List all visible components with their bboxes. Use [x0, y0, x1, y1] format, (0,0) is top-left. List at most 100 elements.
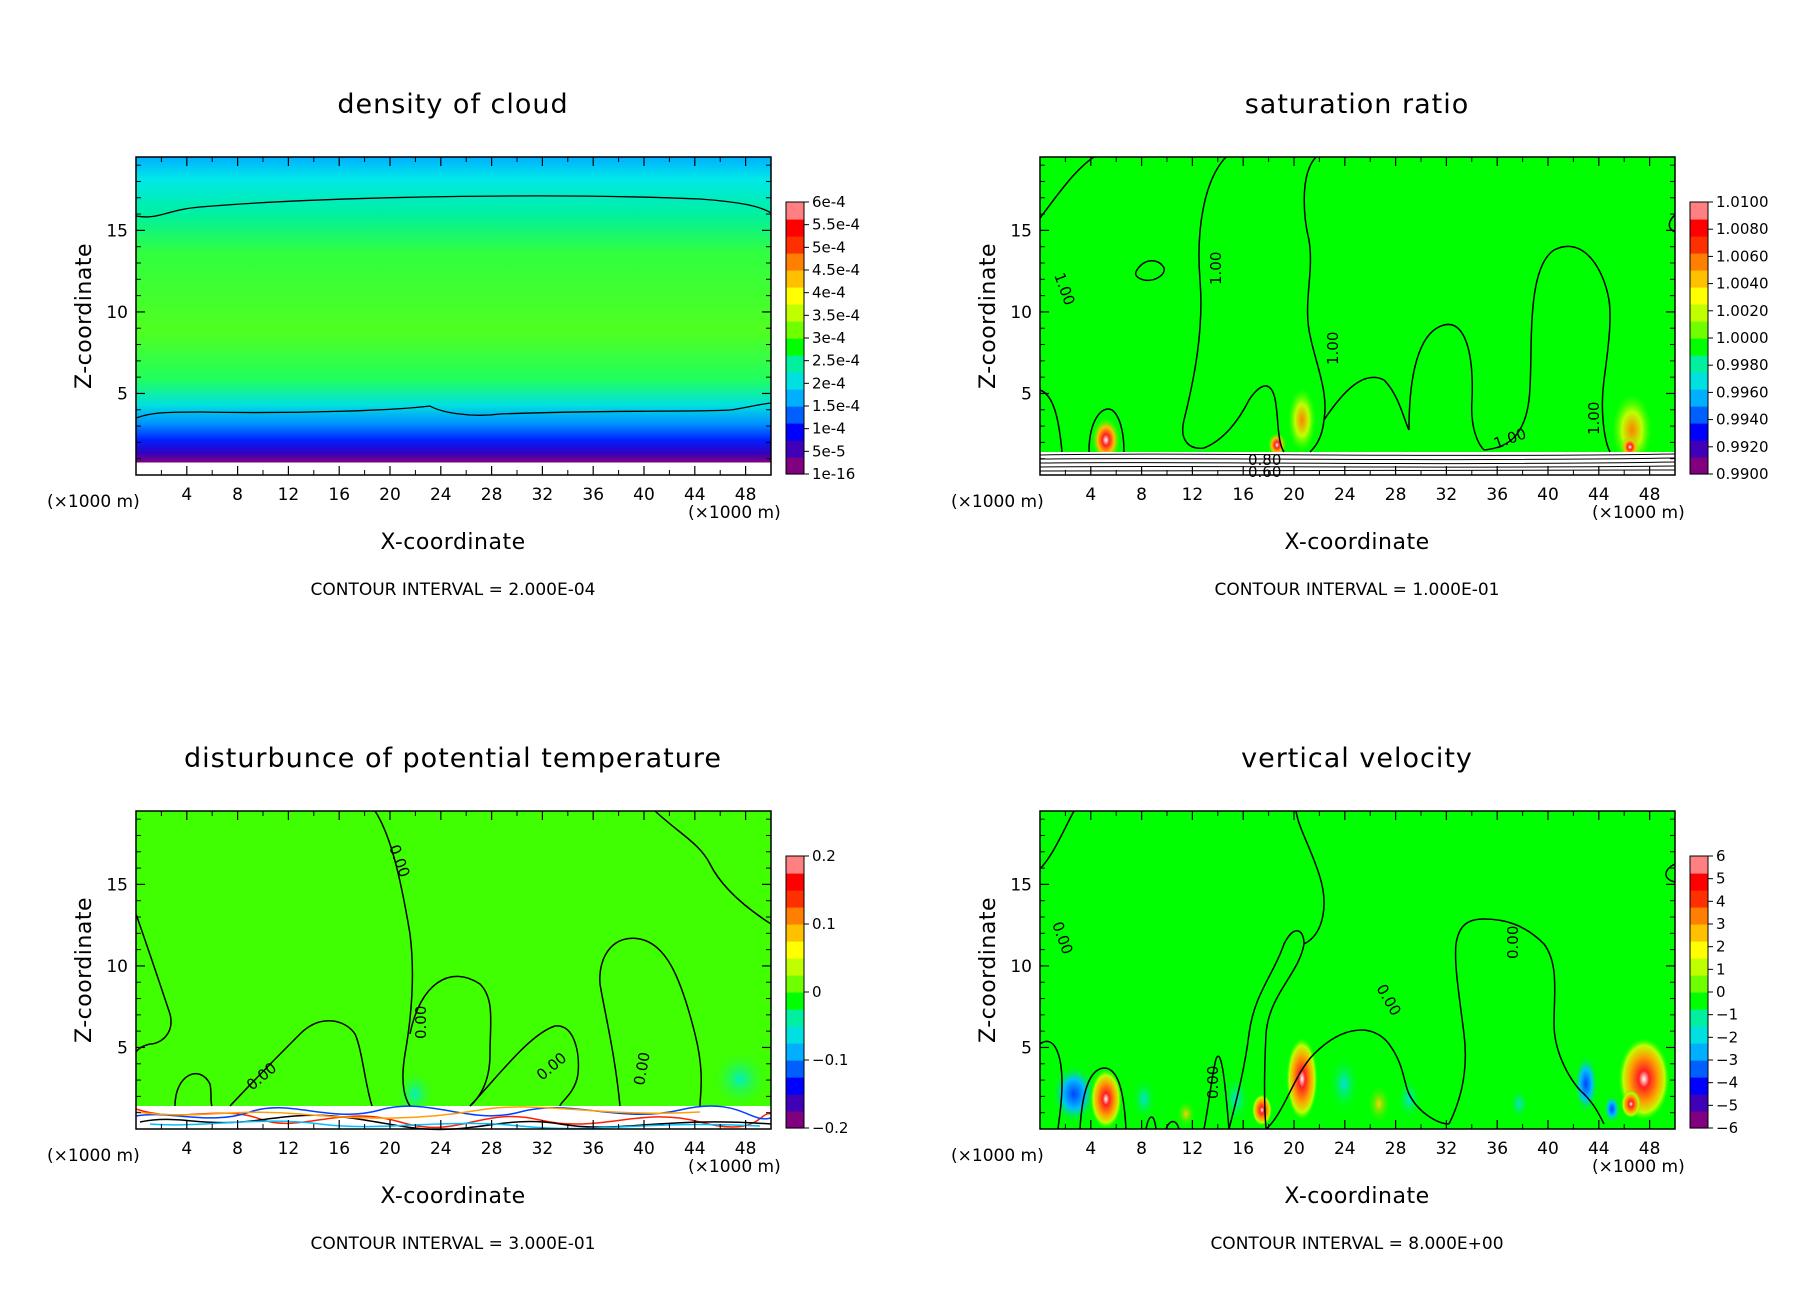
temperature-colorbar-swatch [786, 924, 804, 942]
velocity-ylabel: Z-coordinate [976, 897, 1001, 1043]
velocity-down-5 [1397, 1077, 1421, 1121]
saturation-field [1040, 157, 1675, 475]
saturation-colorbar-label: 0.9920 [1716, 438, 1769, 456]
velocity-colorbar-swatch [1690, 975, 1708, 993]
density-colorbar-label: 1.5e-4 [812, 397, 860, 415]
saturation-colorbar-swatch [1690, 253, 1708, 271]
velocity-contours [1039, 810, 1676, 1130]
density-colorbar-label: 3.5e-4 [812, 306, 860, 324]
temperature-x-tick-label: 40 [633, 1139, 655, 1159]
temperature-x-tick-label: 16 [328, 1139, 350, 1159]
density-colorbar-swatch [786, 270, 804, 288]
saturation-warm-2 [1288, 388, 1316, 452]
velocity-x-tick-label: 48 [1639, 1139, 1661, 1159]
velocity-colorbar-swatch [1690, 1077, 1708, 1095]
saturation-x-tick-label: 48 [1639, 485, 1661, 505]
density-y-tick-label: 5 [117, 384, 128, 404]
density-colorbar-swatch [786, 355, 804, 373]
density-colorbar-label: 5e-5 [812, 442, 846, 460]
saturation-colorbar-swatch [1690, 304, 1708, 322]
temperature-colorbar-swatch [786, 1111, 804, 1129]
temperature-colorbar-swatch [786, 890, 804, 908]
temperature-xlabel: X-coordinate [380, 1184, 525, 1209]
density-colorbar-swatch [786, 338, 804, 356]
velocity-colorbar-swatch [1690, 1060, 1708, 1078]
velocity-x-tick-label: 28 [1385, 1139, 1407, 1159]
temperature-x-tick-label: 8 [232, 1139, 243, 1159]
saturation-colorbar-label: 1.0020 [1716, 302, 1769, 320]
velocity-colorbar-label: 2 [1716, 938, 1726, 956]
saturation-x-tick-label: 4 [1085, 485, 1096, 505]
density-colorbar-label: 1e-16 [812, 465, 855, 483]
velocity-colorbar-label: −4 [1716, 1074, 1738, 1092]
saturation-colorbar-swatch [1690, 440, 1708, 458]
density-x-tick-label: 4 [181, 485, 192, 505]
velocity-colorbar-label: 1 [1716, 960, 1726, 978]
saturation-colorbar-swatch [1690, 270, 1708, 288]
velocity-colorbar-swatch [1690, 941, 1708, 959]
velocity-colorbar-label: 0 [1716, 983, 1726, 1001]
saturation-colorbar-swatch [1690, 287, 1708, 305]
saturation-low-contours [1039, 453, 1676, 472]
temperature-x-tick-label: 32 [532, 1139, 554, 1159]
temperature-ylabel: Z-coordinate [72, 897, 97, 1043]
temperature-colorbar-label: −0.2 [812, 1119, 848, 1137]
saturation-colorbar-label: 1.0080 [1716, 220, 1769, 238]
saturation-x-tick-label: 44 [1588, 485, 1610, 505]
temperature-colorbar-swatch [786, 907, 804, 925]
temperature-colorbar-swatch [786, 856, 804, 874]
saturation-plot-frame [1039, 156, 1676, 476]
velocity-x-tick-label: 40 [1537, 1139, 1559, 1159]
temperature-colorbar-swatch [786, 975, 804, 993]
saturation-colorbar-swatch [1690, 321, 1708, 339]
density-x-tick-label: 20 [379, 485, 401, 505]
density-field [136, 157, 771, 475]
density-colorbar-label: 2e-4 [812, 374, 846, 392]
temperature-colorbar-swatch [786, 958, 804, 976]
saturation-warm-3 [1268, 433, 1286, 457]
saturation-x-tick-label: 32 [1436, 485, 1458, 505]
velocity-colorbar-swatch [1690, 1009, 1708, 1027]
saturation-y-tick-label: 5 [1021, 384, 1032, 404]
temperature-title: disturbunce of potential temperature [184, 743, 722, 774]
velocity-colorbar-swatch [1690, 992, 1708, 1010]
velocity-contour-label-4: 0.00 [1504, 926, 1522, 959]
temperature-contours [135, 810, 772, 1107]
temperature-x-tick-label: 4 [181, 1139, 192, 1159]
saturation-contour-label-2: 1.00 [1207, 252, 1225, 285]
saturation-x-tick-label: 16 [1232, 485, 1254, 505]
temperature-colorbar-label: 0.2 [812, 847, 836, 865]
density-colorbar-swatch [786, 304, 804, 322]
temperature-plot-frame [135, 810, 772, 1130]
temperature-x-tick-label: 44 [684, 1139, 706, 1159]
temperature-x-tick-label: 28 [481, 1139, 503, 1159]
panel-saturation-ratio: saturation ratio 4 8 12 16 20 24 28 [904, 0, 1808, 654]
density-x-tick-label: 44 [684, 485, 706, 505]
temperature-colorbar-label: 0.1 [812, 915, 836, 933]
velocity-x-tick-label: 44 [1588, 1139, 1610, 1159]
velocity-chart: vertical velocity 4 8 12 16 20 24 2 [951, 743, 1738, 1254]
temperature-x-tick-label: 12 [278, 1139, 300, 1159]
velocity-x-tick-label: 4 [1085, 1139, 1096, 1159]
temperature-colorbar-swatch [786, 1094, 804, 1112]
density-colorbar-swatch [786, 440, 804, 458]
saturation-x-tick-label: 28 [1385, 485, 1407, 505]
temperature-y-tick-label: 15 [106, 875, 128, 895]
density-x-tick-label: 12 [278, 485, 300, 505]
saturation-colorbar-swatch [1690, 457, 1708, 475]
density-xlabel: X-coordinate [380, 530, 525, 555]
saturation-chart: saturation ratio 4 8 12 16 20 24 28 [951, 89, 1769, 600]
velocity-down-7 [1509, 1088, 1529, 1120]
saturation-xlabel: X-coordinate [1284, 530, 1429, 555]
velocity-down-2 [1132, 1077, 1156, 1121]
density-x-tick-label: 48 [735, 485, 757, 505]
velocity-down-1 [1052, 1064, 1096, 1124]
temperature-colorbar-swatch [786, 1060, 804, 1078]
saturation-colorbar-swatch [1690, 202, 1708, 220]
density-plot-frame [135, 156, 772, 476]
density-x-tick-label: 40 [633, 485, 655, 505]
density-x-unit-right: (×1000 m) [688, 503, 781, 523]
panel-potential-temperature: disturbunce of potential temperature 4 8 1… [0, 654, 904, 1308]
saturation-colorbar-label: 1.0100 [1716, 193, 1769, 211]
velocity-colorbar-swatch [1690, 924, 1708, 942]
